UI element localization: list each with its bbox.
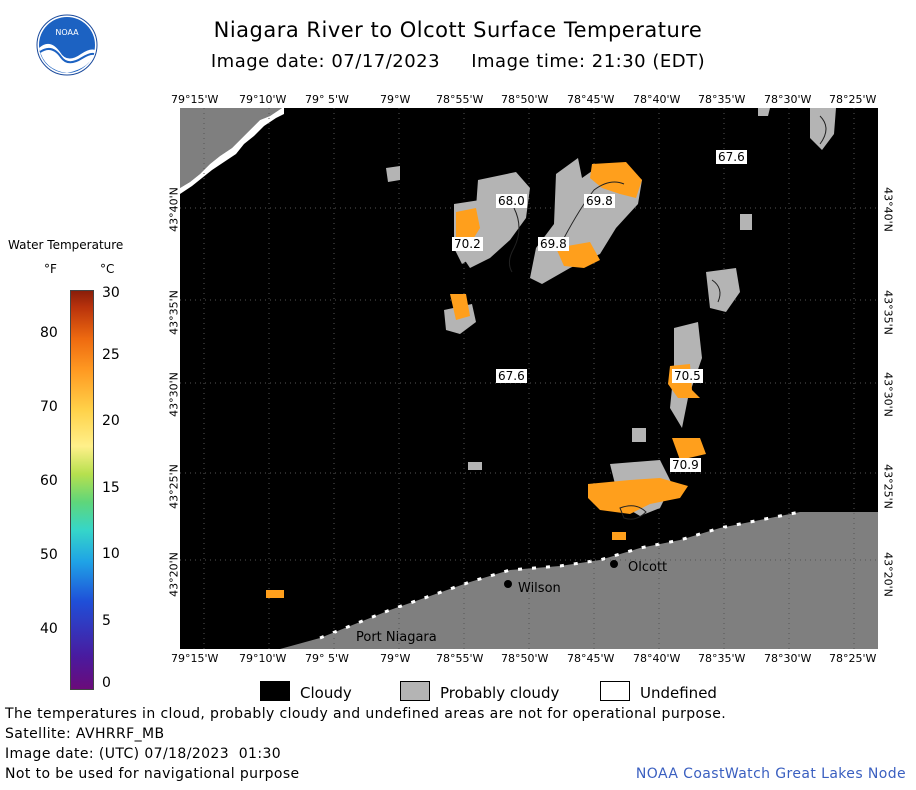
land-bottom-us-shore bbox=[180, 512, 878, 649]
c-tick: 20 bbox=[102, 413, 120, 429]
lon-label-bottom: 79°10'W bbox=[239, 652, 287, 665]
temp-label: 69.8 bbox=[538, 237, 569, 251]
lon-label-top: 78°25'W bbox=[829, 93, 877, 106]
noaa-logo: NOAA bbox=[36, 14, 98, 76]
c-tick: 5 bbox=[102, 613, 111, 629]
lon-label-top: 78°30'W bbox=[764, 93, 812, 106]
lat-label-right: 43°30'N bbox=[881, 372, 895, 417]
place-olcott: Olcott bbox=[628, 560, 668, 575]
land-top-left bbox=[180, 108, 282, 188]
lon-label-bottom: 78°50'W bbox=[501, 652, 549, 665]
lat-label-right: 43°20'N bbox=[881, 552, 895, 597]
undefined-edge-bottom bbox=[319, 510, 801, 640]
f-tick: 70 bbox=[40, 399, 58, 415]
lon-label-bottom: 78°45'W bbox=[567, 652, 615, 665]
lat-label-left: 43°40'N bbox=[167, 187, 181, 232]
image-date-time: Image date: 07/17/2023 Image time: 21:30… bbox=[210, 51, 706, 72]
map-title: Niagara River to Olcott Surface Temperat… bbox=[213, 18, 703, 42]
c-tick: 10 bbox=[102, 546, 120, 562]
lon-label-bottom: 78°25'W bbox=[829, 652, 877, 665]
lon-label-top: 78°40'W bbox=[633, 93, 681, 106]
lon-label-bottom: 78°30'W bbox=[764, 652, 812, 665]
lon-label-top: 79°W bbox=[380, 93, 411, 106]
graticule bbox=[180, 108, 878, 649]
lon-label-bottom: 79°W bbox=[380, 652, 411, 665]
map-canvas bbox=[180, 108, 878, 649]
lon-label-top: 79°10'W bbox=[239, 93, 287, 106]
lon-label-bottom: 78°35'W bbox=[698, 652, 746, 665]
lon-label-bottom: 78°55'W bbox=[436, 652, 484, 665]
noaa-logo-text: NOAA bbox=[55, 28, 79, 37]
place-port-niagara: Port Niagara bbox=[356, 630, 437, 645]
place-wilson: Wilson bbox=[518, 581, 561, 596]
wilson-marker bbox=[504, 580, 512, 588]
lon-label-bottom: 78°40'W bbox=[633, 652, 681, 665]
temp-label: 68.0 bbox=[496, 194, 527, 208]
lat-label-left: 43°25'N bbox=[167, 464, 181, 509]
lon-label-bottom: 79°15'W bbox=[171, 652, 219, 665]
utc-image-date: Image date: (UTC) 07/18/2023 01:30 bbox=[5, 746, 282, 762]
temp-label: 67.6 bbox=[496, 369, 527, 383]
lon-label-top: 79° 5'W bbox=[305, 93, 349, 106]
lon-label-top: 78°35'W bbox=[698, 93, 746, 106]
unit-fahrenheit: °F bbox=[44, 262, 57, 276]
temp-label: 67.6 bbox=[716, 150, 747, 164]
lon-label-top: 78°45'W bbox=[567, 93, 615, 106]
cloudy-key-label: Cloudy bbox=[300, 684, 352, 702]
lat-label-left: 43°35'N bbox=[167, 290, 181, 335]
temp-label: 70.5 bbox=[672, 369, 703, 383]
lat-label-right: 43°35'N bbox=[881, 290, 895, 335]
temp-label: 70.9 bbox=[670, 458, 701, 472]
f-tick: 40 bbox=[40, 621, 58, 637]
c-tick: 25 bbox=[102, 347, 120, 363]
navigation-disclaimer: Not to be used for navigational purpose bbox=[5, 766, 300, 782]
satellite-info: Satellite: AVHRRF_MB bbox=[5, 726, 165, 742]
lon-label-top: 79°15'W bbox=[171, 93, 219, 106]
undefined-edge-top-left bbox=[180, 108, 284, 194]
c-tick: 30 bbox=[102, 285, 120, 301]
undefined-swatch bbox=[600, 681, 630, 701]
operational-note: The temperatures in cloud, probably clou… bbox=[5, 706, 727, 722]
cloudy-swatch bbox=[260, 681, 290, 701]
coastwatch-credit: NOAA CoastWatch Great Lakes Node bbox=[635, 766, 906, 782]
f-tick: 50 bbox=[40, 547, 58, 563]
lat-label-right: 43°25'N bbox=[881, 464, 895, 509]
probably-cloudy-key-label: Probably cloudy bbox=[440, 684, 560, 702]
lat-label-left: 43°20'N bbox=[167, 552, 181, 597]
contour-lines bbox=[508, 115, 827, 520]
surface-temperature-map: 67.6 68.0 69.8 69.8 70.2 67.6 70.5 70.9 … bbox=[180, 108, 878, 649]
temp-label: 69.8 bbox=[584, 194, 615, 208]
lat-label-right: 43°40'N bbox=[881, 187, 895, 232]
c-tick: 15 bbox=[102, 480, 120, 496]
temperature-color-bar bbox=[70, 290, 94, 690]
lon-label-top: 78°50'W bbox=[501, 93, 549, 106]
lon-label-bottom: 79° 5'W bbox=[305, 652, 349, 665]
lon-label-top: 78°55'W bbox=[436, 93, 484, 106]
f-tick: 60 bbox=[40, 473, 58, 489]
c-tick: 0 bbox=[102, 675, 111, 691]
olcott-marker bbox=[610, 560, 618, 568]
unit-celsius: °C bbox=[100, 262, 115, 276]
temp-label: 70.2 bbox=[452, 237, 483, 251]
undefined-key-label: Undefined bbox=[640, 684, 717, 702]
probably-cloudy-swatch bbox=[400, 681, 430, 701]
lat-label-left: 43°30'N bbox=[167, 372, 181, 417]
legend-title: Water Temperature bbox=[8, 238, 124, 252]
f-tick: 80 bbox=[40, 325, 58, 341]
